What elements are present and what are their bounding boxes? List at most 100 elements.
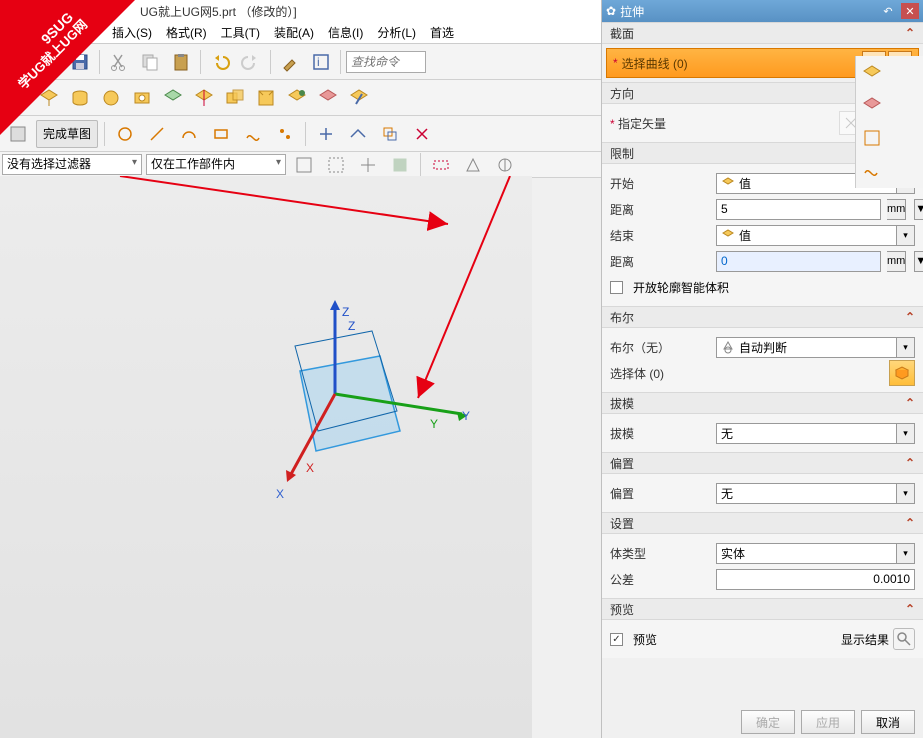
menu-tool[interactable]: 工具(T) (215, 22, 266, 43)
section-jiemian[interactable]: 截面 ⌃ (602, 22, 923, 44)
sk9-icon[interactable] (376, 120, 404, 148)
sk2-icon[interactable] (143, 120, 171, 148)
end-type-value: 值 (739, 227, 751, 244)
sk7-icon[interactable] (312, 120, 340, 148)
sk3-icon[interactable] (175, 120, 203, 148)
menu-info[interactable]: 信息(I) (322, 22, 369, 43)
section-boolean-label: 布尔 (610, 309, 634, 326)
copy-icon[interactable] (136, 48, 164, 76)
draft-value: 无 (721, 425, 733, 442)
apply-label: 应用 (816, 714, 840, 731)
viewport-3d[interactable]: Z Z Y Y X X (0, 176, 532, 738)
end-type-select[interactable]: 值▾ (716, 225, 915, 246)
sk4-icon[interactable] (207, 120, 235, 148)
panel-title-text: 拉伸 (620, 3, 644, 20)
dist1-label: 距离 (610, 201, 710, 218)
gear-icon: ✿ (606, 4, 616, 18)
openvol-checkbox[interactable] (610, 281, 623, 294)
fb5-icon[interactable] (427, 151, 455, 179)
sk6-icon[interactable] (271, 120, 299, 148)
side-toolstrip (855, 56, 923, 188)
feat7-icon[interactable] (190, 84, 218, 112)
dist2-stepper[interactable]: ▼ (914, 251, 923, 272)
selbody-label: 选择体 (0) (610, 365, 710, 382)
section-offset[interactable]: 偏置 ⌃ (602, 452, 923, 474)
tool-a-icon[interactable] (276, 48, 304, 76)
dialog-footer: 确定 应用 取消 (741, 710, 915, 734)
section-preview[interactable]: 预览⌃ (602, 598, 923, 620)
draft-select[interactable]: 无▾ (716, 423, 915, 444)
section-settings-label: 设置 (610, 515, 634, 532)
feat10-icon[interactable] (283, 84, 311, 112)
filter1-label: 没有选择过滤器 (7, 157, 91, 171)
apply-button[interactable]: 应用 (801, 710, 855, 734)
tool-b-icon[interactable]: i (307, 48, 335, 76)
dist1-stepper[interactable]: ▼ (914, 199, 923, 220)
cancel-button[interactable]: 取消 (861, 710, 915, 734)
close-icon[interactable]: ✕ (901, 3, 919, 19)
preview-checkbox[interactable]: ✓ (610, 633, 623, 646)
bodytype-value: 实体 (721, 545, 745, 562)
st1-icon[interactable] (858, 60, 886, 88)
bodytype-select[interactable]: 实体▾ (716, 543, 915, 564)
search-input[interactable] (346, 51, 426, 73)
feat12-icon[interactable] (345, 84, 373, 112)
section-boolean[interactable]: 布尔⌃ (602, 306, 923, 328)
bool-label: 布尔（无） (610, 339, 710, 356)
svg-text:Y: Y (430, 417, 438, 431)
section-preview-label: 预览 (610, 601, 634, 618)
chevron-up-icon: ⌃ (905, 516, 915, 530)
star-icon: * (613, 56, 618, 70)
vector-label: * 指定矢量 (610, 115, 710, 132)
menu-assembly[interactable]: 装配(A) (268, 22, 320, 43)
start-type-value: 值 (739, 175, 751, 192)
dist2-input[interactable] (716, 251, 881, 272)
chevron-up-icon: ⌃ (905, 26, 915, 40)
offset-select[interactable]: 无▾ (716, 483, 915, 504)
dist1-input[interactable] (716, 199, 881, 220)
filter-select-1[interactable]: 没有选择过滤器 (2, 154, 142, 175)
fb4-icon[interactable] (386, 151, 414, 179)
fb2-icon[interactable] (322, 151, 350, 179)
tol-label: 公差 (610, 571, 710, 588)
magnifier-icon[interactable] (893, 628, 915, 650)
section-offset-label: 偏置 (610, 455, 634, 472)
menu-analyze[interactable]: 分析(L) (371, 22, 422, 43)
section-draft[interactable]: 拔模⌃ (602, 392, 923, 414)
st2-icon[interactable] (858, 92, 886, 120)
paste-icon[interactable] (167, 48, 195, 76)
ok-button[interactable]: 确定 (741, 710, 795, 734)
section-settings[interactable]: 设置 ⌃ (602, 512, 923, 534)
menu-format[interactable]: 格式(R) (160, 22, 213, 43)
feat9-icon[interactable] (252, 84, 280, 112)
st3-icon[interactable] (858, 124, 886, 152)
sk8-icon[interactable] (344, 120, 372, 148)
redo-icon[interactable] (237, 48, 265, 76)
menu-pref[interactable]: 首选 (424, 22, 460, 43)
tol-input[interactable] (716, 569, 915, 590)
fb7-icon[interactable] (491, 151, 519, 179)
viewport-svg: Z Z Y Y X X (0, 176, 532, 738)
undo-icon[interactable] (206, 48, 234, 76)
section-jiemian-label: 截面 (610, 25, 634, 42)
fb1-icon[interactable] (290, 151, 318, 179)
section-draft-label: 拔模 (610, 395, 634, 412)
bool-select[interactable]: 自动判断▾ (716, 337, 915, 358)
preview-label: 预览 (633, 631, 657, 648)
filter-select-2[interactable]: 仅在工作部件内 (146, 154, 286, 175)
st4-icon[interactable] (858, 156, 886, 184)
ok-label: 确定 (756, 714, 780, 731)
svg-text:i: i (317, 55, 320, 69)
fb6-icon[interactable] (459, 151, 487, 179)
undo-panel-icon[interactable]: ↶ (879, 3, 897, 19)
unit-label: mm (887, 199, 906, 220)
select-body-icon[interactable] (889, 360, 915, 386)
sk5-icon[interactable] (239, 120, 267, 148)
feat11-icon[interactable] (314, 84, 342, 112)
fb3-icon[interactable] (354, 151, 382, 179)
sk10-icon[interactable] (408, 120, 436, 148)
panel-titlebar: ✿ 拉伸 ↶ ✕ (602, 0, 923, 22)
feat8-icon[interactable] (221, 84, 249, 112)
chevron-up-icon: ⌃ (905, 456, 915, 470)
feat6-icon[interactable] (159, 84, 187, 112)
